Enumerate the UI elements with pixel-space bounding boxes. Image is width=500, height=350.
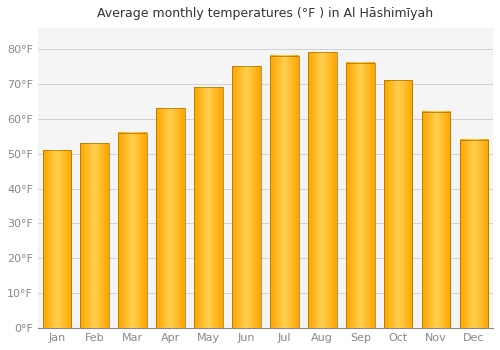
Bar — [156, 108, 185, 328]
Bar — [194, 88, 223, 328]
Bar — [270, 56, 298, 328]
Bar — [460, 140, 488, 328]
Bar — [422, 112, 450, 328]
Bar — [42, 150, 71, 328]
Bar — [232, 66, 260, 328]
Title: Average monthly temperatures (°F ) in Al Hāshimīyah: Average monthly temperatures (°F ) in Al… — [98, 7, 433, 20]
Bar — [118, 133, 147, 328]
Bar — [384, 80, 412, 328]
Bar — [308, 52, 336, 328]
Bar — [346, 63, 374, 328]
Bar — [80, 143, 109, 328]
